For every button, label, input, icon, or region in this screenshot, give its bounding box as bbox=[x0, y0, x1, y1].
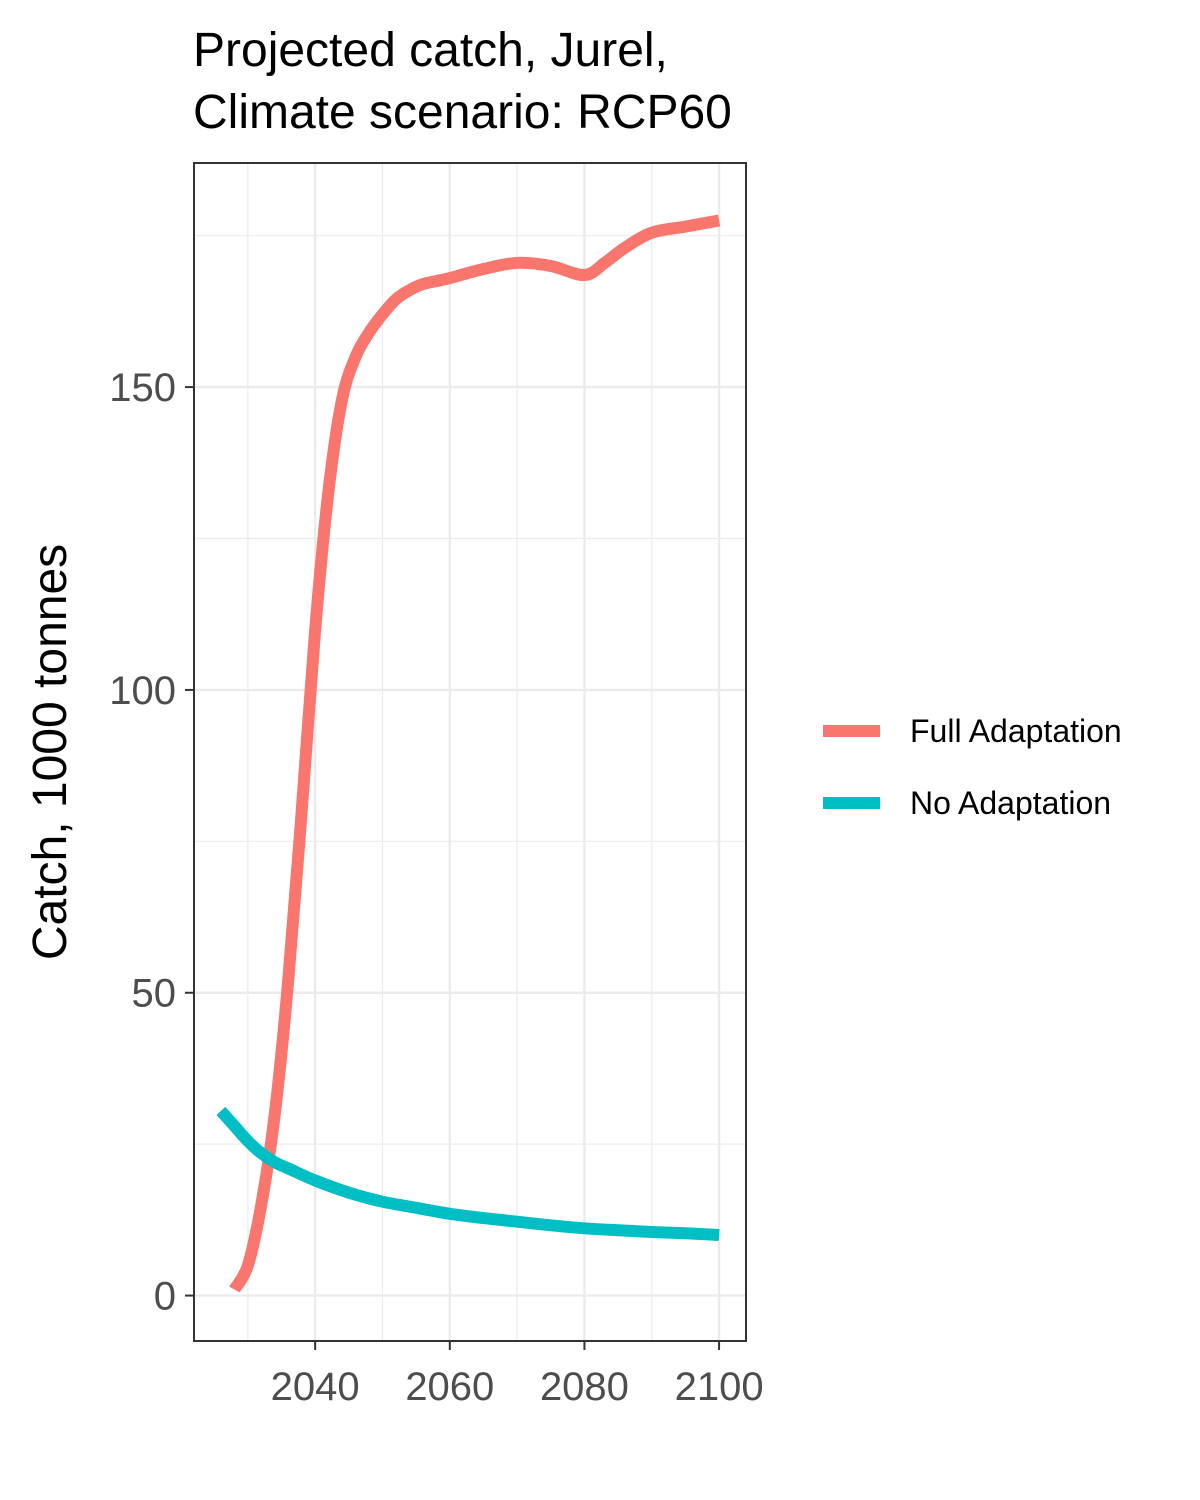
plot-border bbox=[193, 162, 747, 1342]
x-tick-label-2060: 2060 bbox=[405, 1365, 494, 1409]
y-axis-title: Catch, 1000 tonnes bbox=[24, 544, 77, 960]
series-line-1 bbox=[229, 214, 721, 1293]
x-tick-label-2080: 2080 bbox=[540, 1365, 629, 1409]
legend-label-1: Full Adaptation bbox=[910, 713, 1122, 749]
x-tick-label-2040: 2040 bbox=[271, 1365, 360, 1409]
series-lines bbox=[216, 214, 721, 1293]
y-tick-label-0: 0 bbox=[154, 1275, 176, 1319]
y-tick-label-50: 50 bbox=[132, 972, 177, 1016]
legend-label-2: No Adaptation bbox=[910, 785, 1111, 821]
minor-gridlines bbox=[194, 163, 746, 1341]
series-line-2 bbox=[216, 1106, 720, 1241]
x-axis: 2040 2060 2080 2100 bbox=[271, 1341, 764, 1409]
chart-title-line-1: Projected catch, Jurel, bbox=[193, 24, 668, 77]
y-tick-label-150: 150 bbox=[109, 366, 176, 410]
y-axis: 0 50 100 150 bbox=[109, 366, 194, 1319]
x-tick-label-2100: 2100 bbox=[675, 1365, 764, 1409]
legend: Full Adaptation No Adaptation bbox=[823, 713, 1122, 821]
chart-title-line-2: Climate scenario: RCP60 bbox=[193, 86, 732, 139]
major-gridlines bbox=[194, 163, 746, 1341]
y-tick-label-100: 100 bbox=[109, 669, 176, 713]
